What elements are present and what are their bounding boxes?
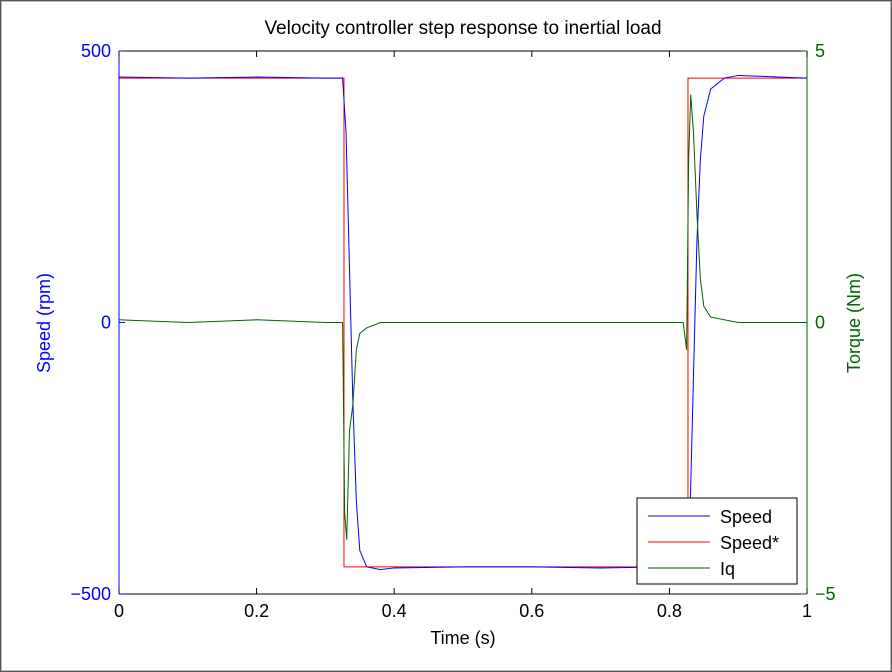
x-tick-label: 0 [114, 601, 124, 621]
legend-label-iq: Iq [720, 559, 735, 579]
series-layer [118, 74, 808, 571]
legend: Speed Speed* Iq [636, 497, 798, 585]
legend-label-speed: Speed [720, 507, 772, 527]
speed-line [118, 74, 808, 571]
x-tick-label: 1 [802, 601, 812, 621]
x-tick-label: 0.6 [519, 601, 544, 621]
y-axis-left-label: Speed (rpm) [34, 273, 54, 373]
chart-title: Velocity controller step response to ine… [264, 18, 661, 39]
x-tick-label: 0.8 [657, 601, 682, 621]
y-axis-right-label: Torque (Nm) [844, 273, 864, 373]
y-left-tick-label: 0 [101, 313, 111, 333]
y-left-tick-label: 500 [81, 41, 111, 61]
legend-label-speed-ref: Speed* [720, 533, 779, 553]
y-left-tick-label: −500 [70, 584, 111, 604]
x-axis-label: Time (s) [430, 628, 495, 648]
x-tick-label: 0.4 [382, 601, 407, 621]
legend-box [636, 497, 798, 585]
y-right-tick-label: 5 [815, 41, 825, 61]
x-tick-label: 0.2 [244, 601, 269, 621]
iq-line [118, 94, 807, 540]
y-right-tick-label: 0 [815, 313, 825, 333]
y-right-tick-label: −5 [815, 584, 836, 604]
